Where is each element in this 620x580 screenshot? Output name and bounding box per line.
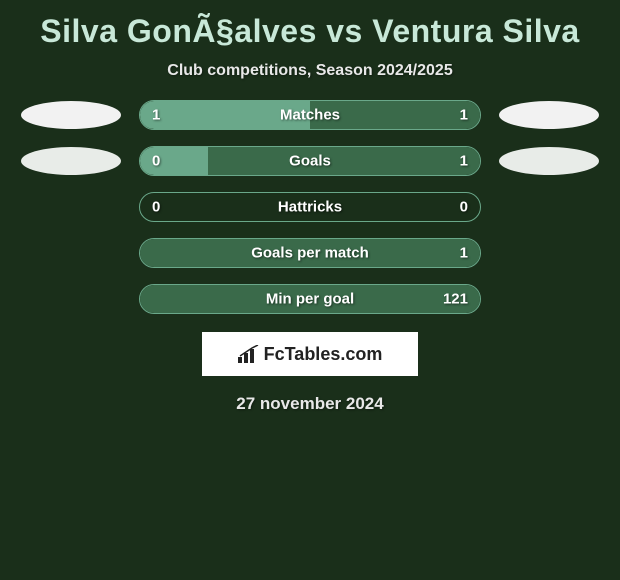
main-container: Silva GonÃ§alves vs Ventura Silva Club c… [0,0,620,414]
stats-rows: 1 Matches 1 0 Goals 1 0 Hattricks 0 Goals per mat… [0,100,620,314]
bar-chart-icon [238,345,260,363]
stat-row: Min per goal 121 [0,284,620,314]
stat-bar: 1 Matches 1 [139,100,481,130]
stat-label: Hattricks [278,199,342,216]
stat-row: Goals per match 1 [0,238,620,268]
player-right-marker [499,285,599,313]
stat-bar: Min per goal 121 [139,284,481,314]
value-right: 1 [460,107,468,124]
player-right-marker [499,101,599,129]
stat-row: 0 Goals 1 [0,146,620,176]
stat-row: 0 Hattricks 0 [0,192,620,222]
stat-label: Matches [280,107,340,124]
bar-left-fill [140,147,208,175]
player-left-marker [21,285,121,313]
stat-bar: 0 Hattricks 0 [139,192,481,222]
stat-label: Min per goal [266,291,354,308]
stat-label: Goals per match [251,245,369,262]
logo-box: FcTables.com [202,332,418,376]
player-left-marker [21,101,121,129]
value-left: 1 [152,107,160,124]
value-left: 0 [152,153,160,170]
bar-right-fill [208,147,480,175]
stat-bar: Goals per match 1 [139,238,481,268]
player-left-marker [21,147,121,175]
value-right: 0 [460,199,468,216]
player-left-marker [21,239,121,267]
player-right-marker [499,193,599,221]
subtitle: Club competitions, Season 2024/2025 [0,54,620,100]
value-right: 1 [460,153,468,170]
value-left: 0 [152,199,160,216]
page-title: Silva GonÃ§alves vs Ventura Silva [0,5,620,54]
stat-label: Goals [289,153,331,170]
value-right: 1 [460,245,468,262]
logo-text: FcTables.com [264,344,383,365]
player-left-marker [21,193,121,221]
stat-row: 1 Matches 1 [0,100,620,130]
player-right-marker [499,239,599,267]
stat-bar: 0 Goals 1 [139,146,481,176]
logo: FcTables.com [238,344,383,365]
value-right: 121 [443,291,468,308]
player-right-marker [499,147,599,175]
date-label: 27 november 2024 [0,394,620,414]
